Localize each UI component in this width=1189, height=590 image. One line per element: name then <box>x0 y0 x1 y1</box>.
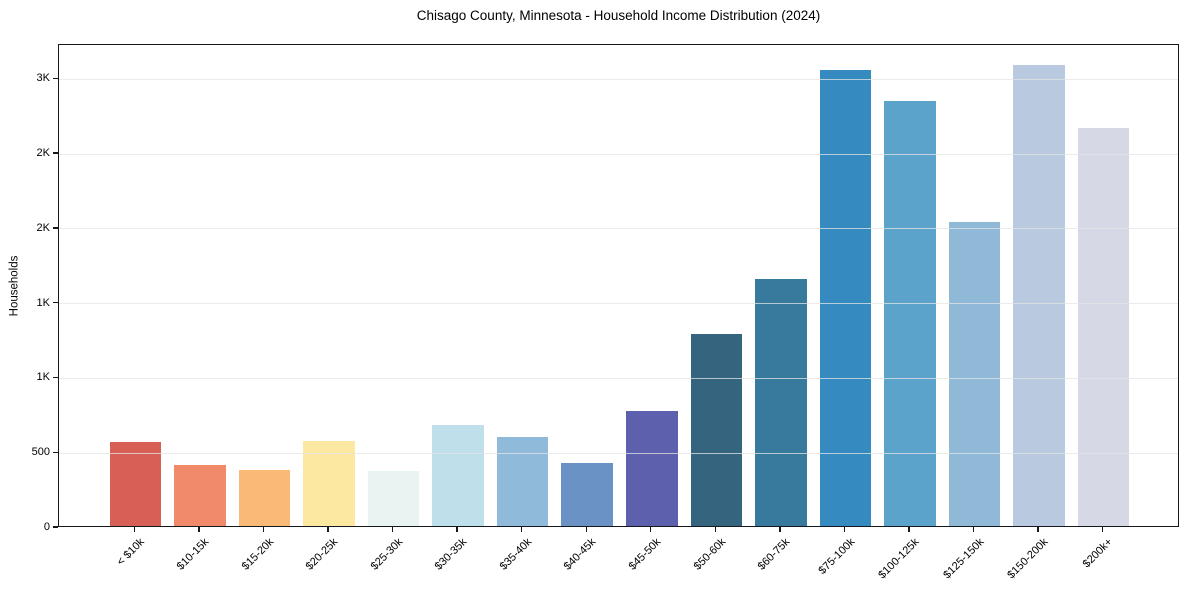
x-tick-mark <box>779 527 781 532</box>
y-tick-label: 2K <box>36 221 50 234</box>
bar <box>755 279 807 526</box>
x-tick-mark <box>650 527 652 532</box>
bar <box>303 440 355 526</box>
gridline <box>59 452 1178 454</box>
x-tick-mark <box>843 527 846 532</box>
x-tick-mark <box>714 527 716 532</box>
bar <box>1013 65 1065 526</box>
x-tick-label: $125-150k <box>940 536 986 582</box>
y-tick-label: 1K <box>36 371 50 384</box>
bar <box>367 470 420 526</box>
y-tick-label: 500 <box>31 446 50 459</box>
x-tick-label: $25-30k <box>368 536 406 573</box>
x-tick-label: $45-50k <box>626 536 664 573</box>
y-tick-label: 0 <box>43 521 50 533</box>
x-tick-mark <box>133 527 136 532</box>
bar <box>561 463 614 526</box>
y-tick-mark <box>53 376 58 379</box>
x-tick-mark <box>456 527 458 532</box>
bar <box>432 425 484 526</box>
x-tick-mark <box>262 527 265 532</box>
x-tick-label: $60-75k <box>755 536 793 573</box>
x-tick-label: $200k+ <box>1080 536 1116 571</box>
y-tick-label: 2K <box>36 147 50 160</box>
bar <box>948 222 1001 526</box>
y-tick-mark <box>53 451 58 453</box>
bar <box>884 101 936 526</box>
x-tick-mark <box>908 527 910 532</box>
bar <box>238 469 291 526</box>
x-tick-label: $100-125k <box>876 536 922 582</box>
x-tick-mark <box>585 527 587 532</box>
bar <box>625 410 678 526</box>
y-tick-label: 3K <box>36 72 50 85</box>
x-tick-mark <box>1037 527 1039 532</box>
bar <box>174 465 226 526</box>
x-tick-label: $50-60k <box>691 536 728 573</box>
gridline <box>59 228 1178 230</box>
y-tick-mark <box>53 77 58 80</box>
x-tick-label: $35-40k <box>497 536 535 573</box>
y-tick-label: 1K <box>36 296 50 309</box>
plot-area <box>58 44 1179 527</box>
gridline <box>59 303 1178 305</box>
x-tick-mark <box>198 527 200 532</box>
x-tick-label: $150-200k <box>1005 536 1051 582</box>
x-tick-mark <box>520 527 523 532</box>
y-tick-mark <box>53 526 58 528</box>
gridline <box>59 78 1178 80</box>
x-tick-label: $20-25k <box>303 536 341 573</box>
x-tick-label: $10-15k <box>174 536 212 573</box>
bar <box>1077 128 1130 526</box>
bar <box>109 442 162 526</box>
bar <box>690 333 743 526</box>
bar <box>496 437 549 526</box>
bar <box>819 69 872 526</box>
x-tick-label: $15-20k <box>239 536 276 573</box>
x-tick-mark <box>327 527 329 532</box>
chart-title: Chisago County, Minnesota - Household In… <box>416 8 821 23</box>
y-tick-mark <box>53 301 58 304</box>
x-tick-mark <box>972 527 975 532</box>
x-tick-label: $40-45k <box>562 536 599 573</box>
x-tick-mark <box>1101 527 1104 532</box>
y-tick-mark <box>53 227 58 229</box>
x-tick-label: $75-100k <box>815 536 857 577</box>
gridline <box>59 377 1178 379</box>
y-tick-mark <box>53 152 58 154</box>
x-tick-label: < $10k <box>114 536 147 569</box>
gridline <box>59 153 1178 155</box>
x-tick-mark <box>391 527 394 532</box>
x-tick-label: $30-35k <box>433 536 470 573</box>
